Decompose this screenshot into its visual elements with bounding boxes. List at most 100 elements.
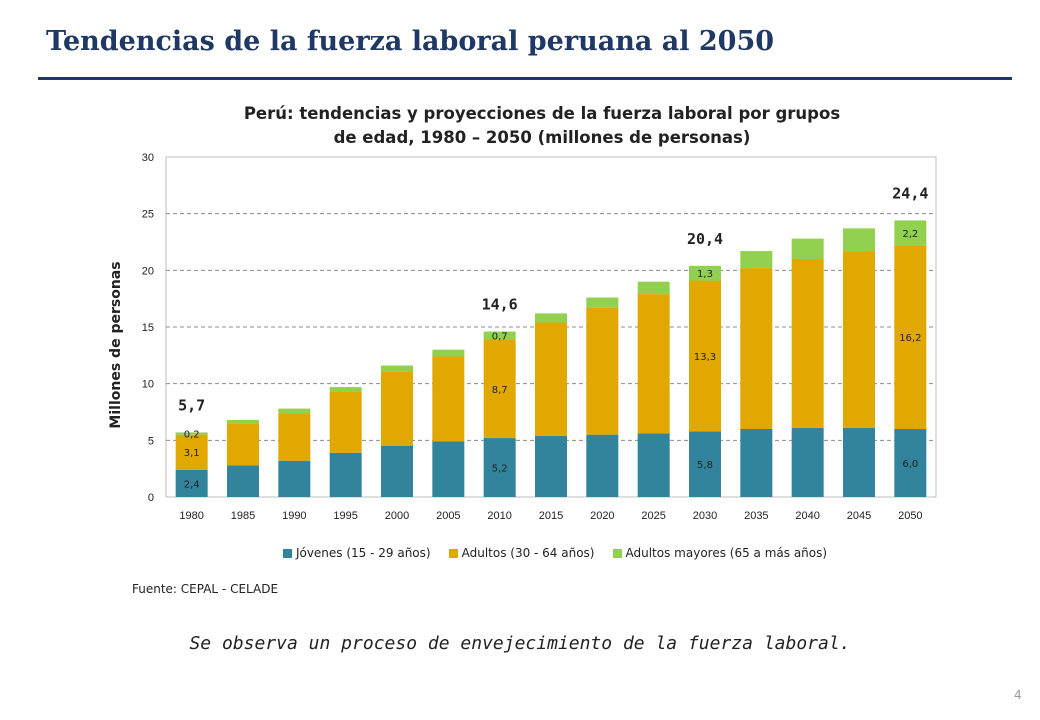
y-tick-label: 0 — [148, 492, 154, 504]
y-tick-label: 20 — [142, 265, 154, 277]
bar-segment-jovenes — [894, 429, 927, 497]
legend-swatch-adultos — [448, 548, 458, 558]
bar-segment-adultos-mayores — [740, 251, 773, 269]
segment-data-label: 6,0 — [902, 459, 918, 470]
bar-segment-adultos — [432, 356, 465, 442]
bar-segment-adultos-mayores — [432, 349, 465, 357]
y-tick-label: 5 — [148, 435, 154, 447]
legend-label-jovenes: Jóvenes (15 - 29 años) — [295, 546, 431, 560]
page-number: 4 — [1014, 688, 1022, 702]
bar-segment-adultos — [637, 294, 670, 434]
chart-title-line-1: Perú: tendencias y proyecciones de la fu… — [243, 104, 841, 123]
x-tick-label: 2050 — [898, 510, 922, 522]
bar-segment-adultos-mayores — [175, 432, 208, 435]
segment-data-label: 16,2 — [899, 333, 921, 344]
source-note: Fuente: CEPAL - CELADE — [132, 582, 279, 596]
bar-segment-adultos — [381, 371, 413, 446]
bar-segment-adultos — [175, 434, 208, 470]
legend-label-adultos: Adultos (30 - 64 años) — [461, 546, 595, 560]
segment-data-label: 0,2 — [184, 430, 200, 441]
bar-segment-adultos-mayores — [483, 331, 516, 340]
bar-segment-jovenes — [227, 465, 259, 497]
x-tick-label: 2030 — [693, 510, 717, 522]
bar-segment-adultos-mayores — [227, 419, 259, 424]
segment-data-label: 13,3 — [694, 352, 716, 363]
bar-segment-jovenes — [278, 460, 311, 497]
total-data-label: 5,7 — [178, 396, 205, 414]
bar-segment-adultos-mayores — [586, 297, 619, 308]
x-tick-label: 2010 — [487, 510, 511, 522]
total-data-label: 24,4 — [892, 184, 928, 202]
segment-data-label: 1,3 — [697, 269, 713, 280]
y-tick-label: 30 — [142, 152, 154, 164]
chart-legend: Jóvenes (15 - 29 años) Adultos (30 - 64 … — [0, 546, 1040, 560]
x-tick-label: 1985 — [231, 510, 255, 522]
segment-data-label: 8,7 — [492, 385, 508, 396]
x-tick-label: 1995 — [333, 510, 357, 522]
y-tick-label: 10 — [142, 379, 154, 391]
legend-item-jovenes: Jóvenes (15 - 29 años) — [282, 546, 431, 560]
x-tick-label: 1980 — [179, 510, 203, 522]
total-data-label: 20,4 — [687, 230, 723, 248]
bar-segment-adultos — [586, 307, 619, 435]
bar-segment-adultos-mayores — [791, 238, 824, 259]
segment-data-label: 3,1 — [184, 448, 200, 459]
bar-segment-jovenes — [329, 452, 362, 497]
segment-data-label: 0,7 — [492, 332, 508, 343]
bar-segment-jovenes — [689, 431, 721, 497]
bar-segment-adultos-mayores — [637, 281, 670, 295]
bar-segment-adultos — [227, 423, 259, 466]
y-tick-label: 15 — [142, 322, 154, 334]
bar-segment-jovenes — [843, 427, 875, 497]
x-tick-label: 2045 — [847, 510, 871, 522]
bar-segment-jovenes — [586, 434, 619, 497]
x-tick-label: 2025 — [641, 510, 665, 522]
x-tick-label: 2005 — [436, 510, 460, 522]
legend-item-adultos-mayores: Adultos mayores (65 a más años) — [612, 546, 828, 560]
bar-segment-jovenes — [740, 429, 773, 497]
x-tick-label: 2015 — [539, 510, 563, 522]
legend-label-adultos-mayores: Adultos mayores (65 a más años) — [625, 546, 828, 560]
conclusion-text: Se observa un proceso de envejecimiento … — [189, 633, 851, 654]
bar-segment-adultos-mayores — [278, 408, 311, 414]
segment-data-label: 5,2 — [492, 464, 508, 475]
bar-segment-jovenes — [535, 435, 567, 497]
bar-segment-adultos-mayores — [329, 387, 362, 392]
bar-segment-jovenes — [175, 469, 208, 497]
segment-data-label: 2,2 — [902, 229, 918, 240]
legend-swatch-adultos-mayores — [612, 548, 622, 558]
bar-segment-adultos — [483, 339, 516, 439]
bar-segment-adultos — [894, 245, 927, 429]
bar-segment-adultos-mayores — [894, 220, 927, 246]
x-tick-label: 2020 — [590, 510, 614, 522]
x-tick-label: 2040 — [795, 510, 819, 522]
x-tick-label: 2000 — [385, 510, 409, 522]
chart-title: Perú: tendencias y proyecciones de la fu… — [200, 102, 884, 150]
chart-title-line-2: de edad, 1980 – 2050 (millones de person… — [333, 128, 751, 147]
segment-data-label: 2,4 — [184, 479, 200, 490]
bar-segment-adultos — [278, 413, 311, 461]
y-axis-label: Millones de personas — [108, 261, 124, 428]
bar-segment-adultos-mayores — [381, 365, 413, 372]
title-divider — [38, 77, 1012, 80]
bar-segment-adultos-mayores — [689, 265, 721, 281]
bar-segment-jovenes — [791, 427, 824, 497]
bar-segment-adultos-mayores — [843, 228, 875, 252]
bar-segment-adultos — [535, 322, 567, 436]
bar-segment-adultos — [689, 280, 721, 432]
bar-segment-adultos — [740, 268, 773, 429]
segment-data-label: 5,8 — [697, 460, 713, 471]
bar-segment-adultos — [329, 391, 362, 453]
bar-segment-jovenes — [637, 433, 670, 497]
legend-item-adultos: Adultos (30 - 64 años) — [448, 546, 595, 560]
slide-title: Tendencias de la fuerza laboral peruana … — [46, 26, 775, 57]
y-tick-label: 25 — [142, 209, 154, 221]
x-tick-label: 2035 — [744, 510, 768, 522]
bar-segment-adultos — [791, 259, 824, 428]
bar-segment-jovenes — [483, 438, 516, 497]
x-tick-label: 1990 — [282, 510, 306, 522]
total-data-label: 14,6 — [482, 296, 518, 314]
bar-segment-jovenes — [432, 441, 465, 497]
legend-swatch-jovenes — [282, 548, 292, 558]
bar-segment-adultos — [843, 251, 875, 428]
